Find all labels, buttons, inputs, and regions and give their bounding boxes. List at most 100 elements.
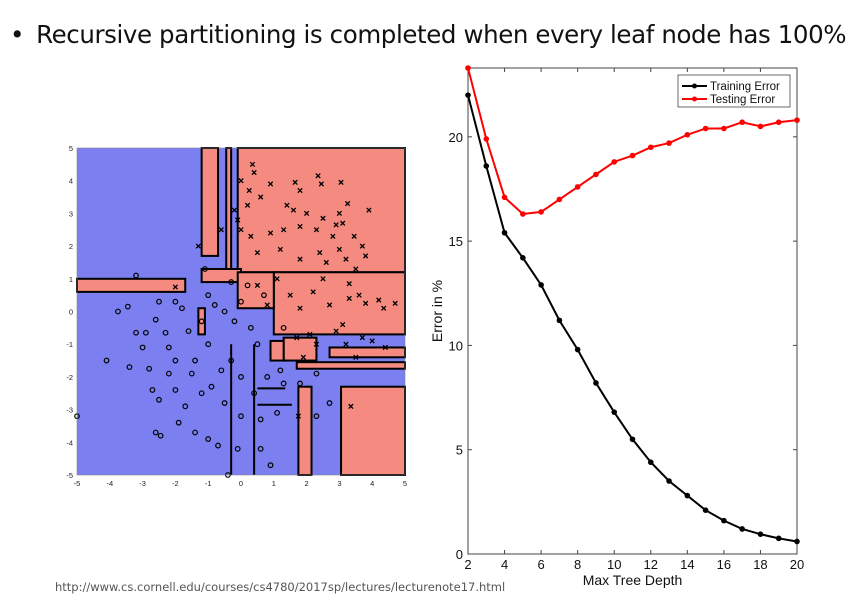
legend-box: [677, 74, 791, 108]
point-class-x: [343, 341, 349, 347]
point-class-x: [218, 227, 224, 233]
x-tick-label: 4: [501, 557, 508, 572]
point-class-o: [198, 318, 205, 325]
point-class-x: [353, 354, 359, 360]
point-class-x: [346, 281, 352, 287]
data-point: [684, 492, 691, 499]
data-point: [483, 136, 490, 142]
point-class-x: [235, 217, 241, 223]
point-class-x: [307, 331, 313, 338]
data-point: [520, 211, 526, 217]
legend-label: Training Error: [710, 81, 780, 93]
data-point: [629, 436, 636, 443]
point-class-x: [310, 289, 316, 295]
data-point: [538, 209, 544, 215]
point-class-x: [172, 284, 179, 290]
point-class-o: [198, 390, 205, 397]
point-class-o: [205, 341, 212, 348]
data-point: [501, 229, 508, 236]
point-class-x: [297, 187, 303, 194]
x-tick-label: -2: [172, 479, 179, 488]
x-tick-label: 6: [537, 557, 544, 572]
point-class-x: [267, 230, 274, 236]
data-point: [483, 163, 490, 169]
data-point: [757, 123, 764, 130]
y-tick-label: 0: [456, 547, 463, 562]
data-point: [775, 119, 782, 126]
data-point: [647, 144, 654, 151]
point-class-x: [348, 403, 354, 409]
point-class-o: [297, 380, 303, 387]
point-class-o: [218, 367, 225, 374]
point-class-o: [162, 329, 169, 336]
point-class-x: [249, 161, 256, 168]
point-class-x: [244, 202, 251, 208]
point-class-o: [192, 357, 198, 364]
point-class-o: [244, 282, 251, 289]
point-class-x: [290, 207, 297, 213]
point-class-o: [205, 292, 212, 299]
point-class-x: [333, 328, 339, 334]
point-class-x: [392, 300, 398, 306]
x-tick-label: 2: [305, 479, 309, 488]
point-class-o: [313, 370, 320, 377]
x-tick-label: 1: [272, 479, 276, 488]
x-tick-label: 0: [239, 479, 243, 488]
class-x-region: [236, 271, 275, 310]
point-class-o: [313, 413, 320, 420]
point-class-x: [362, 300, 369, 306]
point-class-o: [238, 298, 244, 305]
point-class-o: [157, 432, 164, 439]
point-class-x: [359, 243, 366, 249]
point-class-o: [182, 403, 189, 410]
point-class-x: [336, 210, 343, 217]
data-point: [611, 409, 618, 415]
class-x-region: [340, 385, 407, 476]
point-class-x: [251, 169, 257, 176]
point-class-x: [326, 302, 333, 308]
point-class-x: [274, 276, 280, 282]
plot-frame: [76, 147, 406, 476]
point-class-o: [202, 266, 208, 272]
point-class-x: [338, 179, 344, 185]
data-point: [794, 117, 800, 123]
point-class-x: [333, 222, 339, 228]
point-class-o: [257, 445, 264, 452]
x-tick-label: 2: [464, 557, 471, 572]
x-tick-label: -5: [74, 479, 81, 488]
point-class-o: [175, 419, 182, 426]
data-point: [465, 65, 471, 71]
y-tick-label: -1: [66, 340, 73, 349]
point-class-o: [264, 374, 271, 380]
point-class-x: [303, 210, 310, 217]
point-class-o: [149, 387, 156, 393]
point-class-x: [300, 354, 306, 360]
x-tick-label: 5: [403, 479, 407, 488]
data-point: [739, 526, 745, 532]
point-class-x: [254, 282, 261, 288]
point-class-o: [152, 316, 159, 323]
class-x-region: [197, 307, 206, 336]
point-class-x: [381, 305, 387, 311]
point-class-o: [146, 365, 153, 372]
data-point: [721, 125, 727, 132]
x-tick-label: 4: [370, 479, 374, 488]
point-class-o: [221, 308, 228, 315]
point-class-o: [211, 302, 218, 308]
y-tick-label: -4: [66, 438, 73, 447]
x-tick-label: 14: [680, 557, 694, 572]
point-class-x: [320, 215, 326, 221]
data-point: [629, 152, 636, 159]
point-class-x: [287, 292, 293, 298]
point-class-o: [139, 344, 146, 351]
point-class-x: [264, 302, 270, 308]
x-tick-label: -1: [205, 479, 212, 488]
point-class-o: [228, 357, 235, 364]
x-axis-label: Max Tree Depth: [583, 572, 683, 588]
point-class-x: [292, 179, 298, 185]
data-point: [556, 196, 563, 203]
y-tick-label: -2: [66, 373, 73, 382]
